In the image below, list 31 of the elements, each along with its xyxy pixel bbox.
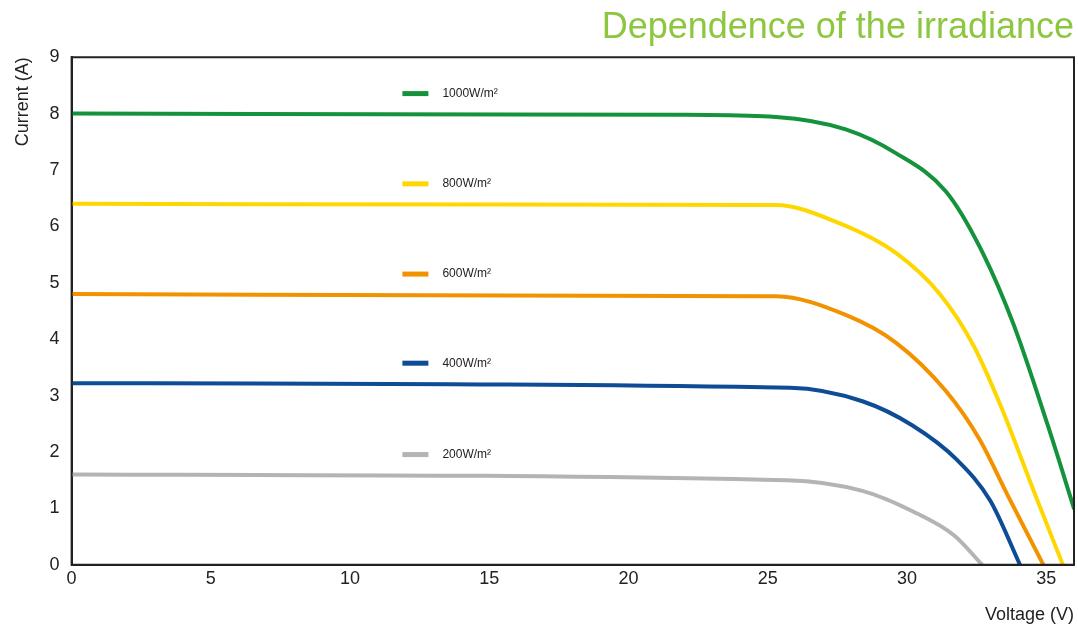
- y-tick-label: 0: [49, 553, 60, 574]
- line-series: [71, 201, 1065, 565]
- y-tick-label: 2: [49, 440, 60, 461]
- x-tick-label: 5: [205, 567, 216, 588]
- y-axis-title: Current (A): [11, 57, 32, 147]
- x-tick-label: 25: [757, 567, 778, 588]
- y-tick-label: 1: [49, 497, 60, 518]
- y-tick-label: 9: [49, 46, 60, 67]
- x-tick-label: 15: [479, 567, 500, 588]
- x-tick-label: 35: [1036, 567, 1057, 588]
- x-axis-title: Voltage (V): [984, 604, 1074, 625]
- x-tick-label: 30: [896, 567, 917, 588]
- y-tick-label: 3: [49, 384, 60, 405]
- line-series: [71, 292, 1046, 565]
- y-tick-label: 7: [49, 158, 60, 179]
- line-series: [71, 381, 1022, 565]
- legend-label: 800W/m²: [442, 176, 492, 191]
- x-tick-label: 10: [340, 567, 361, 588]
- legend-label: 600W/m²: [442, 266, 492, 281]
- y-tick-label: 5: [49, 271, 60, 292]
- legend-label: 200W/m²: [442, 446, 492, 461]
- x-tick-label: 0: [66, 567, 77, 588]
- x-tick-label: 20: [618, 567, 639, 588]
- y-tick-label: 6: [49, 215, 60, 236]
- chart-title: Dependence of the irradiance: [601, 4, 1074, 46]
- y-tick-label: 8: [49, 102, 60, 123]
- y-tick-label: 4: [49, 328, 60, 349]
- legend-label: 400W/m²: [442, 355, 492, 370]
- legend-label: 1000W/m²: [442, 85, 498, 100]
- line-series: [71, 111, 1074, 511]
- line-series: [71, 472, 985, 565]
